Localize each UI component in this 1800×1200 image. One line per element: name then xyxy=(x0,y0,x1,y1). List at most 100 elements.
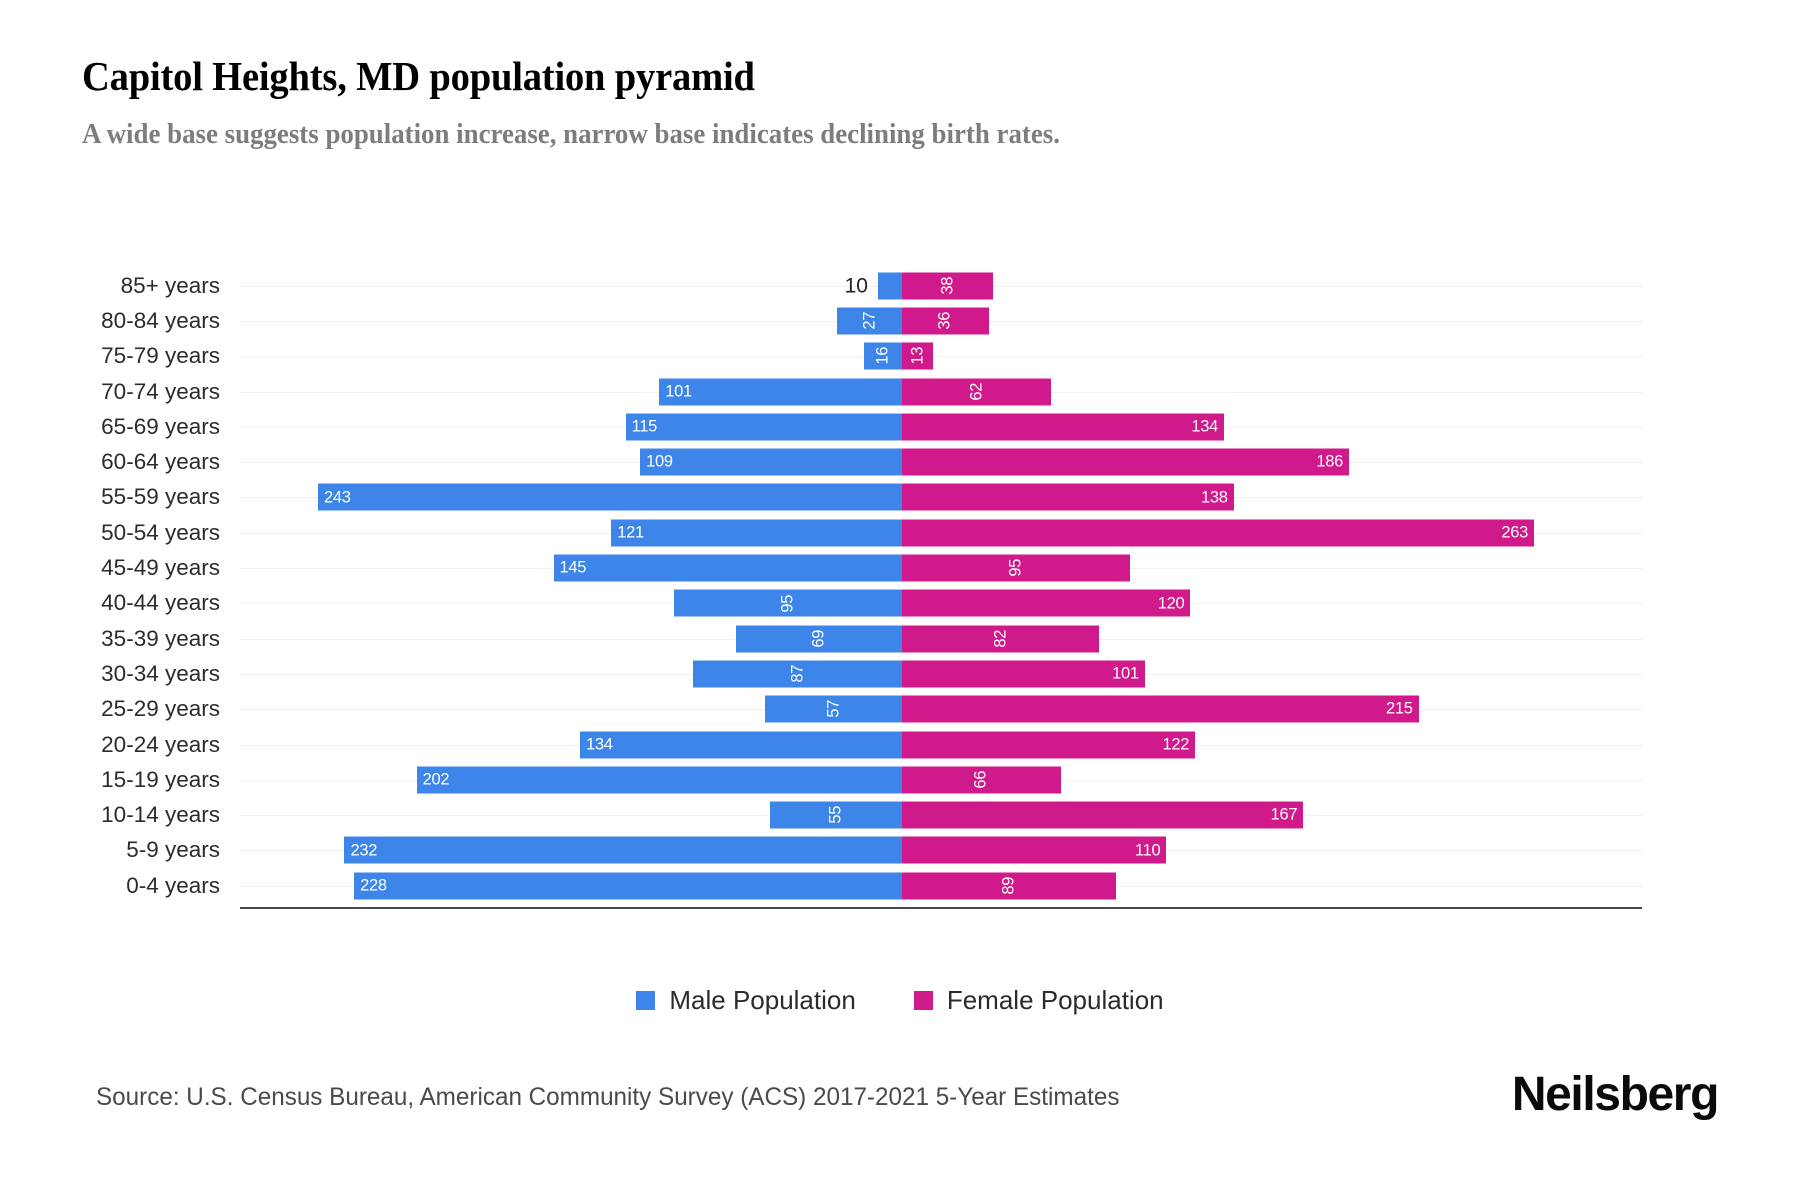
bar-value-female: 186 xyxy=(1316,452,1343,471)
bar-value-female: 122 xyxy=(1162,735,1190,754)
chart-row: 10-14 years 55 167 xyxy=(82,797,1722,832)
bar-track: 16 13 xyxy=(230,339,1722,374)
bar-female[interactable]: 38 xyxy=(902,272,994,300)
bar-female[interactable]: 215 xyxy=(902,695,1419,723)
bar-value-female: 13 xyxy=(908,347,927,366)
bar-track: 243 138 xyxy=(230,480,1722,515)
axis-tick-label: 45-49 years xyxy=(101,555,220,581)
bar-male[interactable]: 57 xyxy=(765,695,902,723)
axis-tick-label: 55-59 years xyxy=(101,484,220,510)
bar-track: 69 82 xyxy=(230,621,1722,656)
bar-male[interactable]: 228 xyxy=(354,872,902,900)
bar-track: 232 110 xyxy=(230,833,1722,868)
bar-female[interactable]: 167 xyxy=(902,801,1304,829)
chart-row: 5-9 years 232 110 xyxy=(82,833,1722,868)
bar-value-male: 228 xyxy=(360,876,387,895)
bar-female[interactable]: 95 xyxy=(902,554,1131,582)
bar-track: 145 95 xyxy=(230,550,1722,585)
axis-tick-label: 10-14 years xyxy=(101,802,220,828)
axis-tick-label: 60-64 years xyxy=(101,449,220,475)
bar-male[interactable]: 232 xyxy=(344,836,902,864)
bar-value-male: 55 xyxy=(826,806,845,824)
bar-track: 202 66 xyxy=(230,762,1722,797)
axis-tick-label: 5-9 years xyxy=(126,837,220,863)
bar-female[interactable]: 89 xyxy=(902,872,1116,900)
bar-female[interactable]: 101 xyxy=(902,660,1145,688)
bar-track: 10 38 xyxy=(230,268,1722,303)
axis-tick-label: 0-4 years xyxy=(126,872,220,898)
bar-track: 121 263 xyxy=(230,515,1722,550)
bar-value-male: 243 xyxy=(324,488,351,507)
chart-row: 60-64 years 109 186 xyxy=(82,444,1722,479)
bar-value-male: 27 xyxy=(860,312,879,330)
bar-value-male: 10 xyxy=(844,274,868,298)
chart-subtitle: A wide base suggests population increase… xyxy=(82,119,1060,151)
chart-row: 50-54 years 121 263 xyxy=(82,515,1722,550)
bar-male[interactable]: 243 xyxy=(318,483,902,511)
bar-value-female: 215 xyxy=(1386,699,1413,718)
axis-baseline xyxy=(240,907,1642,909)
axis-tick-label: 30-34 years xyxy=(101,660,220,686)
bar-track: 109 186 xyxy=(230,444,1722,479)
bar-female[interactable]: 120 xyxy=(902,589,1191,617)
bar-male[interactable]: 87 xyxy=(692,660,902,688)
bar-value-male: 95 xyxy=(778,594,797,613)
bar-value-female: 36 xyxy=(935,312,954,330)
bar-value-female: 120 xyxy=(1157,594,1185,613)
brand-logo: Neilsberg xyxy=(1511,1068,1720,1121)
bar-value-male: 109 xyxy=(646,452,673,471)
chart-legend: Male Population Female Population xyxy=(0,985,1800,1016)
chart-footer: Source: U.S. Census Bureau, American Com… xyxy=(0,1068,1800,1145)
bar-track: 115 134 xyxy=(230,409,1722,444)
bar-value-female: 263 xyxy=(1501,523,1528,542)
legend-item-male[interactable]: Male Population xyxy=(636,985,856,1016)
chart-row: 20-24 years 134 122 xyxy=(82,727,1722,762)
chart-row: 30-34 years 87 101 xyxy=(82,656,1722,691)
bar-male[interactable]: 121 xyxy=(611,519,902,547)
bar-female[interactable]: 110 xyxy=(902,836,1167,864)
bar-value-male: 134 xyxy=(585,735,613,754)
bar-track: 101 62 xyxy=(230,374,1722,409)
axis-tick-label: 85+ years xyxy=(120,272,220,298)
bar-female[interactable]: 13 xyxy=(902,342,934,370)
axis-tick-label: 75-79 years xyxy=(101,343,220,369)
chart-row: 15-19 years 202 66 xyxy=(82,762,1722,797)
bar-male[interactable]: 69 xyxy=(736,625,902,653)
bar-value-female: 62 xyxy=(967,382,986,401)
bar-female[interactable]: 122 xyxy=(902,731,1196,758)
bar-female[interactable]: 66 xyxy=(902,766,1061,794)
chart-row: 40-44 years 95 120 xyxy=(82,586,1722,621)
bar-male[interactable]: 202 xyxy=(416,766,902,794)
bar-value-male: 121 xyxy=(617,523,644,542)
bar-male[interactable]: 109 xyxy=(640,448,902,476)
bar-female[interactable]: 263 xyxy=(902,519,1534,547)
chart-row: 25-29 years 57 215 xyxy=(82,692,1722,727)
page-title: Capitol Heights, MD population pyramid xyxy=(82,53,755,99)
female-swatch-icon xyxy=(913,991,933,1010)
bar-male[interactable]: 95 xyxy=(673,589,902,617)
bar-male[interactable]: 16 xyxy=(863,342,902,370)
axis-tick-label: 70-74 years xyxy=(101,378,220,404)
bar-female[interactable]: 186 xyxy=(902,448,1349,476)
bar-male[interactable]: 115 xyxy=(625,413,902,441)
bar-female[interactable]: 62 xyxy=(902,378,1051,406)
bar-male[interactable]: 55 xyxy=(769,801,902,829)
gridline xyxy=(240,356,1642,358)
bar-track: 55 167 xyxy=(230,797,1722,832)
bar-female[interactable]: 36 xyxy=(902,307,989,335)
bar-female[interactable]: 82 xyxy=(902,625,1100,653)
bar-value-male: 87 xyxy=(788,665,807,683)
chart-rows: 85+ years 10 38 80-84 years 27 36 75-79 years 1… xyxy=(82,268,1722,903)
legend-item-female[interactable]: Female Population xyxy=(913,985,1164,1016)
chart-row: 0-4 years 228 89 xyxy=(82,868,1722,903)
bar-male[interactable]: 10 xyxy=(845,272,902,300)
bar-male[interactable]: 145 xyxy=(553,554,902,582)
bar-male[interactable]: 27 xyxy=(837,307,902,335)
bar-female[interactable]: 134 xyxy=(902,413,1224,441)
bar-male[interactable]: 101 xyxy=(659,378,902,406)
legend-label-male: Male Population xyxy=(669,985,856,1015)
chart-row: 65-69 years 115 134 xyxy=(82,409,1722,444)
bar-male[interactable]: 134 xyxy=(579,731,902,758)
bar-female[interactable]: 138 xyxy=(902,483,1234,511)
